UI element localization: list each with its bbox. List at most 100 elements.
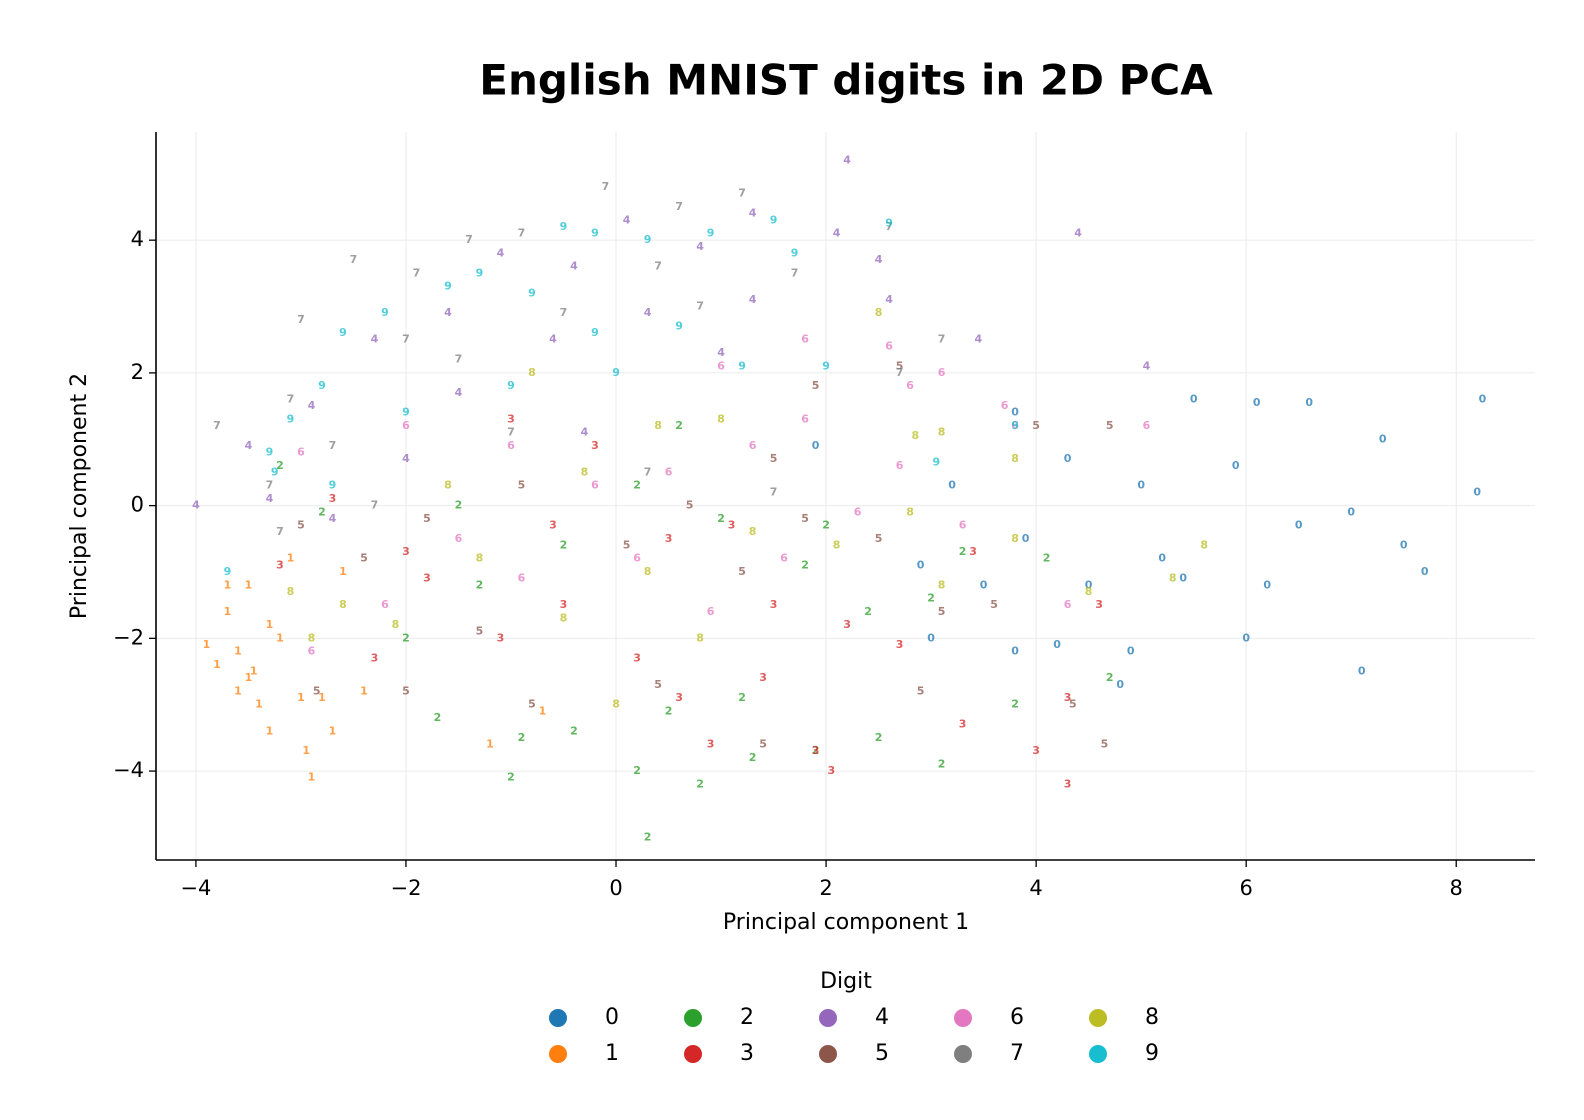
digit-point: 1 xyxy=(339,565,347,578)
digit-point: 2 xyxy=(570,724,578,737)
digit-point: 2 xyxy=(1106,671,1114,684)
digit-point: 3 xyxy=(1095,598,1103,611)
digit-point: 5 xyxy=(313,684,321,697)
digit-point: 2 xyxy=(927,592,935,605)
digit-point: 4 xyxy=(371,333,379,346)
digit-point: 6 xyxy=(896,459,904,472)
digit-point: 7 xyxy=(791,266,799,279)
digit-point: 6 xyxy=(938,366,946,379)
digit-point: 8 xyxy=(287,585,295,598)
digit-point: 8 xyxy=(912,429,920,442)
digit-point: 1 xyxy=(245,671,253,684)
digit-point: 2 xyxy=(801,558,809,571)
digit-point: 0 xyxy=(1232,459,1240,472)
digit-point: 7 xyxy=(644,465,652,478)
digit-point: 1 xyxy=(297,691,305,704)
digit-point: 8 xyxy=(339,598,347,611)
digit-point: 3 xyxy=(896,638,904,651)
digit-point: 0 xyxy=(1400,538,1408,551)
digit-point: 4 xyxy=(749,293,757,306)
digit-point: 4 xyxy=(192,499,200,512)
digit-point: 7 xyxy=(213,419,221,432)
digit-point: 1 xyxy=(250,665,258,678)
digit-point: 3 xyxy=(402,545,410,558)
digit-point: 7 xyxy=(885,220,893,233)
digit-point: 8 xyxy=(644,565,652,578)
digit-point: 6 xyxy=(1064,598,1072,611)
digit-point: 6 xyxy=(1001,399,1009,412)
legend-marker xyxy=(549,1045,567,1063)
digit-point: 8 xyxy=(654,419,662,432)
legend-title: Digit xyxy=(820,969,872,994)
y-tick-label: 4 xyxy=(131,227,144,251)
digit-point: 7 xyxy=(297,313,305,326)
digit-point: 5 xyxy=(917,684,925,697)
digit-point: 3 xyxy=(549,519,557,532)
digit-point: 8 xyxy=(528,366,536,379)
digit-point: 3 xyxy=(770,598,778,611)
digit-point: 5 xyxy=(528,698,536,711)
digit-point: 1 xyxy=(276,631,284,644)
digit-point: 1 xyxy=(329,724,337,737)
legend-label: 1 xyxy=(605,1041,619,1066)
digit-point: 3 xyxy=(497,631,505,644)
digit-point: 2 xyxy=(455,499,463,512)
digit-point: 5 xyxy=(402,684,410,697)
x-tick-label: 8 xyxy=(1450,876,1463,900)
digit-point: 9 xyxy=(402,406,410,419)
digit-point: 6 xyxy=(591,479,599,492)
legend-label: 7 xyxy=(1010,1041,1024,1066)
digit-point: 6 xyxy=(455,532,463,545)
digit-point: 9 xyxy=(271,465,279,478)
digit-point: 0 xyxy=(917,558,925,571)
digit-point: 8 xyxy=(560,611,568,624)
digit-point: 8 xyxy=(875,306,883,319)
digit-point: 3 xyxy=(1064,777,1072,790)
digit-point: 4 xyxy=(329,512,337,525)
digit-point: 7 xyxy=(413,266,421,279)
y-tick-label: 0 xyxy=(131,493,144,517)
digit-point: 6 xyxy=(665,465,673,478)
digit-point: 7 xyxy=(560,306,568,319)
digit-point: 7 xyxy=(455,353,463,366)
digit-point: 6 xyxy=(633,552,641,565)
digit-point: 8 xyxy=(1169,572,1177,585)
digit-point: 6 xyxy=(381,598,389,611)
digit-point: 7 xyxy=(675,200,683,213)
digit-point: 0 xyxy=(1179,572,1187,585)
digit-point: 6 xyxy=(854,505,862,518)
digit-point: 4 xyxy=(1143,359,1151,372)
digit-point: 0 xyxy=(1022,532,1030,545)
digit-point: 5 xyxy=(623,538,631,551)
digit-point: 5 xyxy=(423,512,431,525)
digit-point: 3 xyxy=(1032,744,1040,757)
digit-point: 7 xyxy=(938,333,946,346)
y-tick-label: −2 xyxy=(113,625,144,649)
digit-point: 9 xyxy=(738,359,746,372)
digit-point: 2 xyxy=(476,578,484,591)
digit-point: 5 xyxy=(812,379,820,392)
digit-point: 1 xyxy=(234,645,242,658)
digit-point: 0 xyxy=(948,479,956,492)
digit-point: 3 xyxy=(1064,691,1072,704)
digit-point: 3 xyxy=(827,764,835,777)
digit-point: 4 xyxy=(444,306,452,319)
digit-point: 5 xyxy=(476,625,484,638)
digit-point: 1 xyxy=(224,605,232,618)
digit-point: 3 xyxy=(843,618,851,631)
digit-point: 3 xyxy=(665,532,673,545)
digit-point: 3 xyxy=(329,492,337,505)
digit-point: 4 xyxy=(717,346,725,359)
digit-point: 3 xyxy=(707,738,715,751)
digit-point: 5 xyxy=(875,532,883,545)
digit-point: 0 xyxy=(1137,479,1145,492)
digit-point: 0 xyxy=(927,631,935,644)
digit-point: 2 xyxy=(507,771,515,784)
digit-point: 9 xyxy=(822,359,830,372)
digit-point: 4 xyxy=(885,293,893,306)
digit-point: 0 xyxy=(1053,638,1061,651)
digit-point: 1 xyxy=(360,684,368,697)
digit-point: 2 xyxy=(1043,552,1051,565)
legend-label: 0 xyxy=(605,1005,619,1030)
